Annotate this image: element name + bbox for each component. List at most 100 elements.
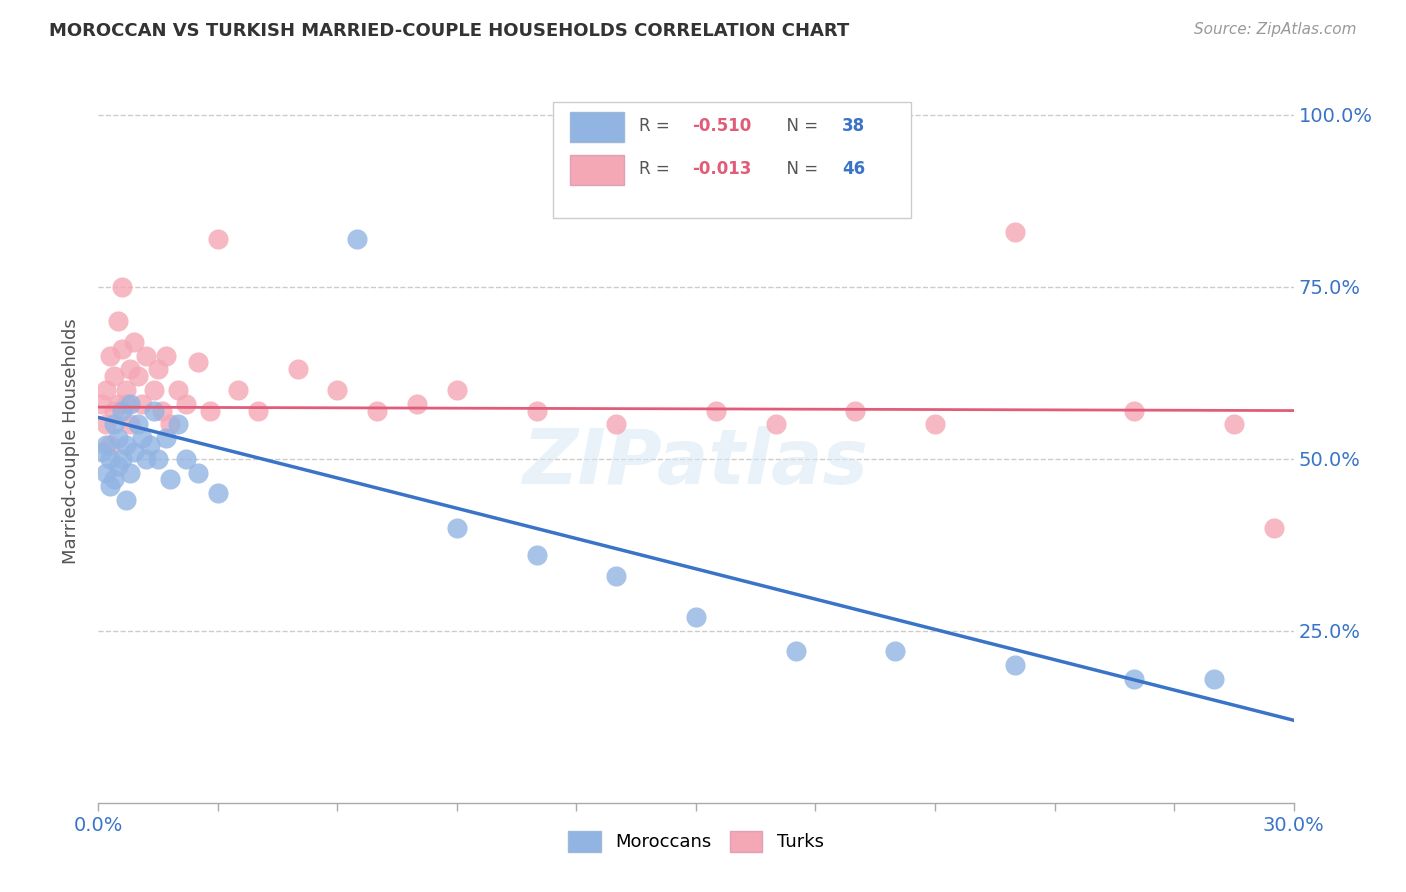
Text: ZIPatlas: ZIPatlas	[523, 426, 869, 500]
Text: R =: R =	[638, 161, 675, 178]
Text: MOROCCAN VS TURKISH MARRIED-COUPLE HOUSEHOLDS CORRELATION CHART: MOROCCAN VS TURKISH MARRIED-COUPLE HOUSE…	[49, 22, 849, 40]
Point	[139, 438, 162, 452]
Point	[115, 383, 138, 397]
Text: -0.013: -0.013	[692, 161, 752, 178]
Point	[1123, 672, 1146, 686]
Point	[135, 451, 157, 466]
Point	[127, 369, 149, 384]
Point	[120, 362, 142, 376]
Point	[131, 397, 153, 411]
Point	[98, 451, 122, 466]
Point	[167, 383, 190, 397]
Text: R =: R =	[638, 117, 675, 135]
Text: N =: N =	[776, 117, 824, 135]
Point	[120, 397, 142, 411]
Point	[103, 369, 125, 384]
Point	[326, 383, 349, 397]
Point	[98, 479, 122, 493]
FancyBboxPatch shape	[571, 112, 624, 142]
Point	[107, 431, 129, 445]
Point	[98, 349, 122, 363]
Point	[1223, 417, 1246, 432]
Point	[446, 383, 468, 397]
Point	[107, 397, 129, 411]
Point	[91, 397, 114, 411]
Point	[111, 342, 134, 356]
Point	[1004, 658, 1026, 673]
Point	[96, 383, 118, 397]
Point	[1263, 520, 1285, 534]
Point	[96, 438, 118, 452]
Point	[115, 493, 138, 508]
Point	[884, 644, 907, 658]
Point	[124, 445, 146, 459]
Point	[159, 417, 181, 432]
Text: -0.510: -0.510	[692, 117, 752, 135]
Point	[111, 451, 134, 466]
Point	[115, 397, 138, 411]
Text: 38: 38	[842, 117, 865, 135]
FancyBboxPatch shape	[553, 102, 911, 218]
Point	[246, 403, 269, 417]
Text: Source: ZipAtlas.com: Source: ZipAtlas.com	[1194, 22, 1357, 37]
Point	[366, 403, 388, 417]
Point	[167, 417, 190, 432]
Point	[111, 279, 134, 293]
Point	[685, 610, 707, 624]
Point	[111, 403, 134, 417]
Text: N =: N =	[776, 161, 824, 178]
Point	[150, 403, 173, 417]
Point	[155, 349, 177, 363]
Point	[148, 451, 170, 466]
Point	[120, 466, 142, 480]
Point	[844, 403, 866, 417]
Point	[765, 417, 787, 432]
Point	[226, 383, 249, 397]
Point	[785, 644, 807, 658]
Point	[120, 417, 142, 432]
Point	[107, 458, 129, 473]
Point	[96, 417, 118, 432]
Point	[605, 417, 627, 432]
Point	[207, 231, 229, 245]
Legend: Moroccans, Turks: Moroccans, Turks	[561, 823, 831, 859]
Point	[159, 472, 181, 486]
Point	[1123, 403, 1146, 417]
Point	[406, 397, 429, 411]
Point	[704, 403, 727, 417]
Point	[605, 568, 627, 582]
Point	[107, 314, 129, 328]
Point	[207, 486, 229, 500]
Point	[143, 403, 166, 417]
Point	[103, 472, 125, 486]
Point	[135, 349, 157, 363]
Point	[174, 397, 197, 411]
Text: 46: 46	[842, 161, 865, 178]
Point	[148, 362, 170, 376]
Point	[124, 334, 146, 349]
Point	[103, 403, 125, 417]
Point	[103, 417, 125, 432]
Point	[187, 466, 209, 480]
FancyBboxPatch shape	[571, 155, 624, 185]
Point	[127, 417, 149, 432]
Point	[924, 417, 946, 432]
Point	[174, 451, 197, 466]
Point	[526, 548, 548, 562]
Point	[98, 438, 122, 452]
Point	[115, 438, 138, 452]
Point	[287, 362, 309, 376]
Point	[1004, 225, 1026, 239]
Point	[1202, 672, 1225, 686]
Point	[446, 520, 468, 534]
Y-axis label: Married-couple Households: Married-couple Households	[62, 318, 80, 565]
Point	[346, 231, 368, 245]
Point	[143, 383, 166, 397]
Point	[96, 466, 118, 480]
Point	[187, 355, 209, 369]
Point	[198, 403, 221, 417]
Point	[91, 445, 114, 459]
Point	[526, 403, 548, 417]
Point	[155, 431, 177, 445]
Point	[131, 431, 153, 445]
